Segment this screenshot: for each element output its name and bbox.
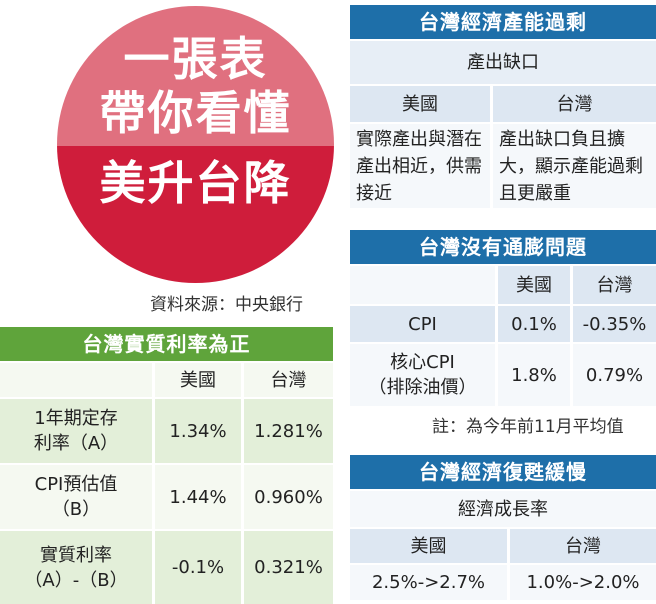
inflation-row-label: CPI <box>350 306 495 342</box>
inflation-row-us: 1.8% <box>498 344 570 406</box>
real-rate-col-us: 美國 <box>155 363 241 397</box>
real-rate-row-us: 1.34% <box>155 399 241 463</box>
inflation-row-us: 0.1% <box>498 306 570 342</box>
inflation-row-tw: -0.35% <box>573 306 656 342</box>
inflation-footnote: 註：為今年前11月平均值 <box>432 417 624 437</box>
real-rate-row-us: 1.44% <box>155 465 241 529</box>
inflation-row-label: 核心CPI （排除油價） <box>350 344 495 406</box>
real-rate-table: 台灣實質利率為正 美國 台灣 1年期定存 利率（A） 1.34% 1.281% … <box>0 327 333 604</box>
real-rate-row-tw: 1.281% <box>244 399 333 463</box>
inflation-col-tw: 台灣 <box>573 266 656 304</box>
real-rate-row-label: 實質利率 （A）-（B） <box>0 531 152 604</box>
source-note: 資料來源：中央銀行 <box>150 295 303 315</box>
capacity-table: 台灣經濟產能過剩 產出缺口 美國 台灣 實際產出與潛在產出相近，供需接近 產出缺… <box>350 5 656 208</box>
inflation-row-tw: 0.79% <box>573 344 656 406</box>
capacity-title: 台灣經濟產能過剩 <box>350 5 656 39</box>
real-rate-row-us: -0.1% <box>155 531 241 604</box>
growth-subtitle: 經濟成長率 <box>350 491 656 527</box>
real-rate-row-tw: 0.960% <box>244 465 333 529</box>
real-rate-row-tw: 0.321% <box>244 531 333 604</box>
growth-tw-value: 1.0%->2.0% <box>510 565 656 600</box>
real-rate-col-tw: 台灣 <box>244 363 333 397</box>
growth-col-tw: 台灣 <box>510 529 656 563</box>
capacity-col-tw: 台灣 <box>493 86 656 122</box>
badge-line-2: 帶你看懂 <box>99 86 292 140</box>
growth-col-us: 美國 <box>350 529 507 563</box>
capacity-us-text: 實際產出與潛在產出相近，供需接近 <box>350 124 490 208</box>
inflation-table: 台灣沒有通膨問題 美國 台灣 CPI 0.1% -0.35% 核心CPI （排除… <box>350 230 656 406</box>
badge-line-3: 美升台降 <box>99 156 292 210</box>
capacity-col-us: 美國 <box>350 86 490 122</box>
real-rate-title: 台灣實質利率為正 <box>0 327 333 361</box>
real-rate-row-label: 1年期定存 利率（A） <box>0 399 152 463</box>
growth-table: 台灣經濟復甦緩慢 經濟成長率 美國 台灣 2.5%->2.7% 1.0%->2.… <box>350 455 656 600</box>
growth-title: 台灣經濟復甦緩慢 <box>350 455 656 489</box>
title-badge: 一張表 帶你看懂 美升台降 <box>57 6 334 283</box>
inflation-col-us: 美國 <box>498 266 570 304</box>
badge-line-1: 一張表 <box>123 32 268 86</box>
real-rate-blank-header <box>0 363 152 397</box>
growth-us-value: 2.5%->2.7% <box>350 565 507 600</box>
inflation-blank-header <box>350 266 495 304</box>
capacity-tw-text: 產出缺口負且擴大，顯示產能過剩且更嚴重 <box>493 124 656 208</box>
real-rate-row-label: CPI預估值 （B） <box>0 465 152 529</box>
capacity-subtitle: 產出缺口 <box>350 41 656 84</box>
inflation-title: 台灣沒有通膨問題 <box>350 230 656 264</box>
